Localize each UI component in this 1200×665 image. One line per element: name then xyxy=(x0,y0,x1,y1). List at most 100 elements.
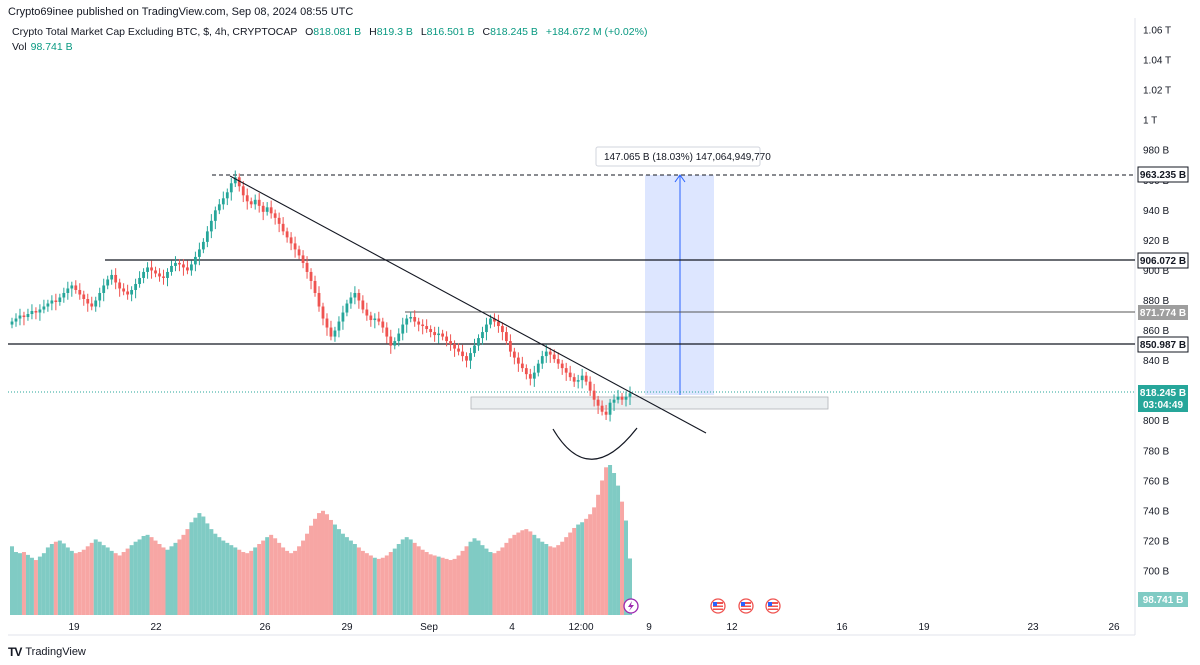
volume-bar xyxy=(608,465,613,615)
candle-body xyxy=(190,264,193,271)
candle-body xyxy=(333,330,337,337)
volume-bar xyxy=(65,547,70,615)
candle-body xyxy=(225,192,229,199)
volume-label: Vol xyxy=(12,41,27,53)
volume-bar xyxy=(388,552,393,615)
candle-body xyxy=(257,199,261,206)
volume-bar xyxy=(400,539,405,615)
volume-bar xyxy=(21,552,26,615)
volume-bar xyxy=(468,541,473,615)
candle-body xyxy=(205,231,209,242)
time-tick-label: 9 xyxy=(646,622,652,633)
volume-bar xyxy=(89,542,94,615)
candle-body xyxy=(217,204,221,211)
volume-bar xyxy=(436,556,441,615)
candle-body xyxy=(481,332,484,339)
candle-body xyxy=(441,333,445,337)
us-event-flag-icon[interactable] xyxy=(710,598,726,614)
svg-text:963.235 B: 963.235 B xyxy=(1140,170,1186,181)
volume-bar xyxy=(420,549,425,615)
volume-bar xyxy=(560,541,565,615)
volume-bar xyxy=(161,547,166,615)
volume-axis-label: 98.741 B xyxy=(1138,592,1188,607)
candle-body xyxy=(413,317,417,322)
volume-bar xyxy=(169,546,174,615)
volume-bar xyxy=(297,546,302,615)
volume-bar xyxy=(596,494,601,615)
price-tick-label: 700 B xyxy=(1143,567,1169,578)
volume-bar xyxy=(384,555,389,615)
volume-bar xyxy=(113,553,118,615)
candle-body xyxy=(102,285,106,293)
candle-body xyxy=(588,381,592,391)
candle-body xyxy=(489,318,492,325)
candle-body xyxy=(34,311,38,313)
candle-body xyxy=(170,265,173,272)
volume-bar xyxy=(500,547,505,615)
volume-bar xyxy=(201,516,206,615)
volume-bar xyxy=(416,546,421,615)
tradingview-brand[interactable]: TV TradingView xyxy=(8,645,86,659)
time-tick-label: 16 xyxy=(836,622,848,633)
volume-bar xyxy=(584,518,589,615)
us-event-flag-icon[interactable] xyxy=(738,598,754,614)
svg-text:906.072 B: 906.072 B xyxy=(1140,256,1186,267)
candle-body xyxy=(445,336,448,342)
volume-bar xyxy=(301,540,306,615)
volume-bar xyxy=(217,537,222,615)
volume-bar xyxy=(380,557,385,615)
candle-body xyxy=(580,375,584,381)
candle-body xyxy=(600,405,604,412)
open-label: O xyxy=(305,26,314,38)
volume-bar xyxy=(189,522,194,615)
candle-body xyxy=(237,177,241,187)
candle-body xyxy=(289,237,293,244)
volume-bar xyxy=(452,558,457,615)
volume-bar xyxy=(524,529,529,615)
rounding-bottom-arc[interactable] xyxy=(552,427,638,460)
candle-body xyxy=(325,318,329,328)
volume-bar xyxy=(408,539,413,615)
candle-body xyxy=(42,306,46,310)
candle-body xyxy=(532,372,536,379)
volume-bar xyxy=(444,558,449,615)
volume-bar xyxy=(93,539,98,615)
volume-bar xyxy=(109,550,114,615)
candle-body xyxy=(146,267,149,272)
candle-body xyxy=(233,177,237,184)
candle-body xyxy=(536,363,540,373)
candle-body xyxy=(273,213,277,218)
candle-body xyxy=(245,195,249,202)
time-axis[interactable]: 19 22 26 29 Sep 4 12:00 9 12 16 19 23 26 xyxy=(68,622,1120,633)
lightning-event-icon[interactable] xyxy=(623,598,639,614)
candle-body xyxy=(70,285,74,289)
descending-trendline[interactable] xyxy=(229,175,707,434)
volume-bar xyxy=(544,544,549,615)
candle-body xyxy=(461,351,464,357)
candle-body xyxy=(249,201,253,205)
time-tick-label: 19 xyxy=(68,622,80,633)
candle-body xyxy=(154,270,157,274)
candle-body xyxy=(361,300,365,310)
candle-body xyxy=(162,276,165,278)
symbol-title[interactable]: Crypto Total Market Cap Excluding BTC, $… xyxy=(12,26,298,38)
volume-bar xyxy=(69,550,74,615)
candle-body xyxy=(612,399,616,403)
candle-body xyxy=(62,292,66,298)
volume-bar xyxy=(484,548,489,615)
candle-body xyxy=(389,336,393,346)
volume-bar xyxy=(376,558,381,615)
candle-body xyxy=(349,297,353,304)
volume-bar xyxy=(344,537,349,615)
candle-body xyxy=(118,282,122,289)
candle-body xyxy=(373,318,377,321)
candle-body xyxy=(261,205,265,212)
candle-body xyxy=(14,318,18,322)
candle-body xyxy=(524,368,528,375)
us-event-flag-icon[interactable] xyxy=(765,598,781,614)
candle-body xyxy=(469,353,472,361)
volume-bar xyxy=(412,542,417,615)
publisher-line: Crypto69inee published on TradingView.co… xyxy=(8,6,354,18)
